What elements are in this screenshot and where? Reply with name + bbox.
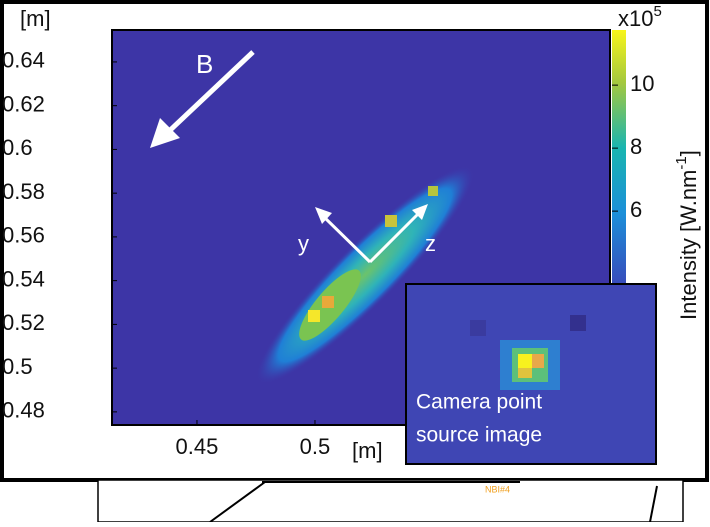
colorbar-label: Intensity [W.nm-1]	[673, 150, 701, 320]
annotation: B	[196, 49, 213, 79]
annotation: z	[425, 231, 436, 256]
y-tick-label: 0.54	[2, 266, 45, 291]
y-tick-label: 0.62	[2, 91, 45, 116]
y-tick-label: 0.48	[2, 398, 45, 423]
inset: Camera point source image	[405, 283, 657, 465]
colorbar	[612, 30, 626, 292]
x-tick-label: 0.45	[176, 434, 219, 459]
footer-label: NBI#4	[485, 484, 510, 494]
footer-sketch: NBI#4	[97, 479, 684, 523]
inset-caption: source image	[416, 424, 542, 447]
colorbar-multiplier: x105	[618, 3, 662, 31]
y-tick-label: 0.5	[2, 354, 33, 379]
colorbar-tick-label: 8	[630, 134, 642, 159]
y-tick-label: 0.64	[2, 48, 45, 73]
y-tick-label: 0.56	[2, 223, 45, 248]
annotation: y	[298, 231, 309, 256]
inset-caption: Camera point	[416, 391, 542, 414]
colorbar-tick-label: 6	[630, 197, 642, 222]
y-tick-label: 0.6	[2, 135, 33, 160]
y-tick-label: 0.52	[2, 310, 45, 335]
heatmap	[111, 29, 611, 426]
x-axis-label: [m]	[352, 438, 383, 463]
colorbar-tick-label: 10	[630, 71, 654, 96]
x-tick-label: 0.5	[300, 434, 331, 459]
y-tick-label: 0.58	[2, 179, 45, 204]
y-axis-label: [m]	[20, 6, 51, 31]
